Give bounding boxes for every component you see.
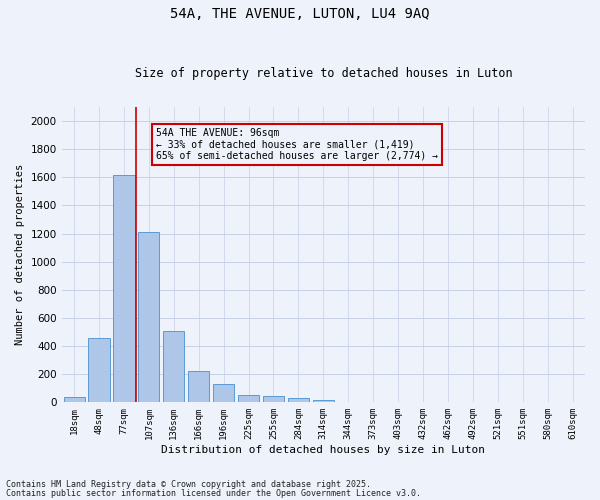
Bar [113, 174, 134, 402]
Bar [64, 398, 85, 402]
X-axis label: Distribution of detached houses by size in Luton: Distribution of detached houses by size … [161, 445, 485, 455]
Bar [138, 232, 160, 402]
Text: 54A, THE AVENUE, LUTON, LU4 9AQ: 54A, THE AVENUE, LUTON, LU4 9AQ [170, 8, 430, 22]
Y-axis label: Number of detached properties: Number of detached properties [15, 164, 25, 346]
Bar [163, 332, 184, 402]
Text: Contains HM Land Registry data © Crown copyright and database right 2025.: Contains HM Land Registry data © Crown c… [6, 480, 371, 489]
Bar [238, 396, 259, 402]
Bar [288, 398, 309, 402]
Bar [88, 338, 110, 402]
Bar [263, 396, 284, 402]
Bar [213, 384, 234, 402]
Text: Contains public sector information licensed under the Open Government Licence v3: Contains public sector information licen… [6, 488, 421, 498]
Title: Size of property relative to detached houses in Luton: Size of property relative to detached ho… [134, 66, 512, 80]
Text: 54A THE AVENUE: 96sqm
← 33% of detached houses are smaller (1,419)
65% of semi-d: 54A THE AVENUE: 96sqm ← 33% of detached … [156, 128, 438, 161]
Bar [313, 400, 334, 402]
Bar [188, 370, 209, 402]
